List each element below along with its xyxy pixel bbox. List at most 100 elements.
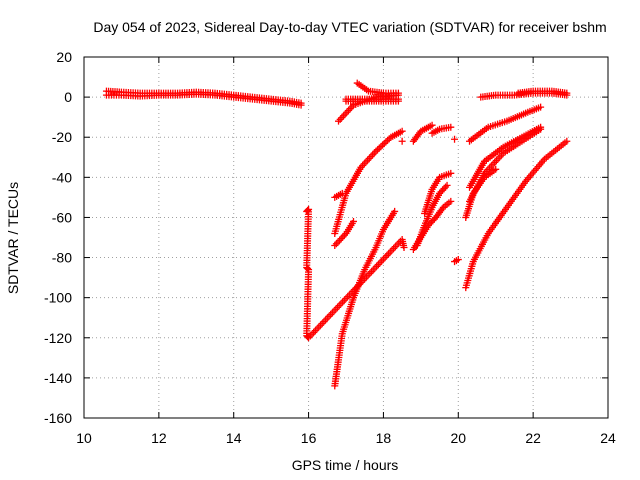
series-arc-q [428,123,455,137]
data-point [349,217,357,225]
data-point [563,89,571,97]
data-point [335,117,343,125]
y-tick-label: -80 [52,250,72,266]
y-tick-label: -40 [52,169,72,185]
data-point [365,154,373,162]
data-point [371,264,379,272]
data-point [428,121,436,129]
data-point [376,259,384,267]
data-point [360,160,368,168]
data-point [367,153,375,161]
data-point [322,316,330,324]
data-point [339,298,347,306]
data-point [340,296,348,304]
series-arc-g [514,87,571,97]
data-point [394,97,402,105]
data-point [337,235,345,243]
data-point [304,265,312,273]
data-point [323,314,331,322]
data-point [381,253,389,261]
data-point [375,144,383,152]
x-tick-label: 24 [600,430,616,446]
data-point [369,151,377,159]
data-point [377,143,385,151]
data-point [310,328,318,336]
series-arc-l [398,137,406,145]
series-arc-x [462,137,571,292]
data-point [447,123,455,131]
series-arc-s [451,135,459,143]
y-tick-label: -20 [52,129,72,145]
series-arc-w [466,123,545,191]
data-point [394,91,402,99]
data-point [443,181,451,189]
data-point [346,105,354,113]
data-point [451,135,459,143]
x-tick-label: 14 [226,430,242,446]
data-point [368,268,376,276]
data-point [325,312,333,320]
data-point [362,158,370,166]
data-point [440,185,448,193]
data-point [372,147,380,155]
data-point [380,139,388,147]
data-point [398,137,406,145]
data-point [427,218,435,226]
y-tick-label: -160 [44,410,72,426]
data-point [333,303,341,311]
y-tick-label: -140 [44,370,72,386]
series-arc-o [421,169,455,217]
data-point [320,318,328,326]
data-point [328,309,336,317]
plot-frame [83,56,609,419]
data-point [364,271,372,279]
data-point [336,236,344,244]
data-point [436,189,444,197]
data-point [364,156,372,164]
data-point [492,165,500,173]
data-point [374,261,382,269]
series-arc-n [413,181,451,250]
data-point [338,114,346,122]
x-tick-label: 12 [151,430,167,446]
data-point [379,141,387,149]
data-point [563,137,571,145]
data-point [342,294,350,302]
data-point [384,136,392,144]
data-point [438,205,446,213]
series-arc-a-2 [102,90,305,109]
x-tick-label: 16 [301,430,317,446]
data-point [315,323,323,331]
data-point [388,246,396,254]
data-point [334,238,342,246]
series-arc-u [462,165,500,221]
series-arc-t [466,103,545,145]
data-point [366,269,374,277]
x-tick-label: 20 [450,430,466,446]
data-point [378,257,386,265]
data-point [400,244,408,252]
y-tick-label: -100 [44,290,72,306]
data-point [373,262,381,270]
data-point [447,197,455,205]
y-tick-label: 20 [56,49,72,65]
data-point [382,138,390,146]
data-point [336,115,344,123]
data-point [398,127,406,135]
x-tick-label: 22 [525,430,541,446]
data-point [330,307,338,315]
series-arc-i [331,189,346,201]
data-point [318,319,326,327]
data-point [316,321,324,329]
series-spikes [303,205,408,342]
y-tick-label: -60 [52,209,72,225]
data-point [327,311,335,319]
y-axis-label: SDTVAR / TECUs [5,182,21,294]
data-point [332,240,340,248]
data-point [338,189,346,197]
data-point [335,302,343,310]
series-arc-j [331,217,357,250]
data-point [311,327,319,335]
data-point [385,250,393,258]
